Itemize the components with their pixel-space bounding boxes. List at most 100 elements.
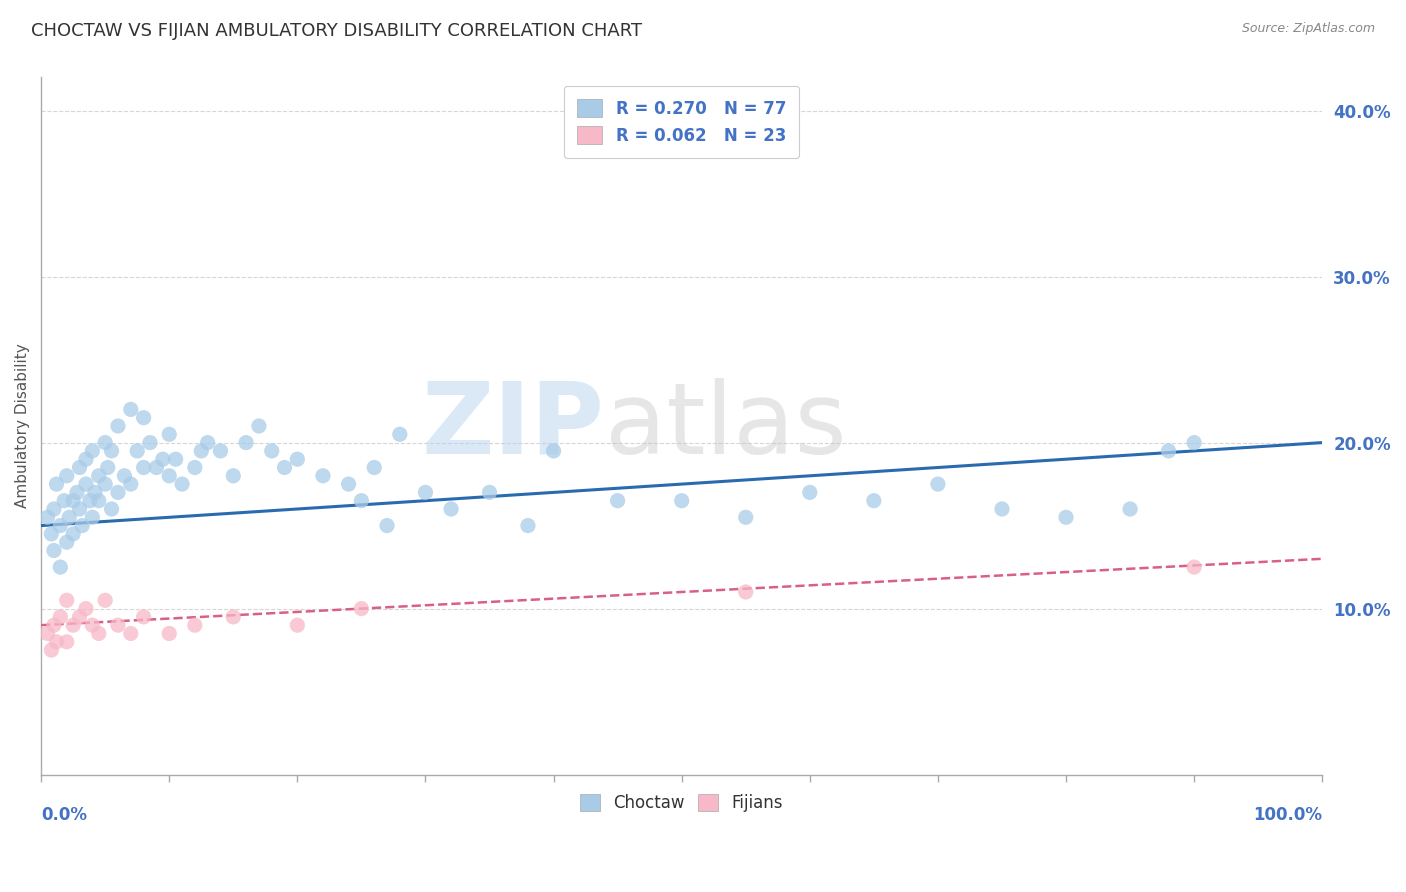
Point [235,435,257,450]
Point [94,435,117,450]
Point [55,468,77,483]
Point [197,435,219,450]
Y-axis label: Ambulatory Disability: Ambulatory Disability [15,343,30,508]
Point [247,419,270,434]
Point [107,485,129,500]
Point [107,618,129,632]
Point [100,443,122,458]
Point [120,477,142,491]
Point [45,477,67,491]
Point [87,493,110,508]
Point [87,626,110,640]
Point [337,477,360,491]
Point [127,443,149,458]
Point [42,618,65,632]
Point [363,460,385,475]
Point [69,460,91,475]
Point [606,493,628,508]
Point [75,601,97,615]
Point [734,585,756,599]
Point [49,518,72,533]
Point [42,543,65,558]
Point [87,468,110,483]
Point [132,410,155,425]
Point [157,468,180,483]
Point [285,452,308,467]
Point [55,593,77,607]
Point [799,485,821,500]
Point [991,502,1014,516]
Point [42,502,65,516]
Point [1119,502,1142,516]
Point [312,468,335,483]
Point [350,601,373,615]
Point [415,485,437,500]
Point [440,502,463,516]
Point [273,460,295,475]
Point [55,535,77,549]
Text: CHOCTAW VS FIJIAN AMBULATORY DISABILITY CORRELATION CHART: CHOCTAW VS FIJIAN AMBULATORY DISABILITY … [31,22,643,40]
Point [222,610,245,624]
Point [75,452,97,467]
Point [75,477,97,491]
Point [66,485,89,500]
Point [41,643,63,657]
Point [62,527,84,541]
Point [55,634,77,648]
Point [375,518,398,533]
Point [165,452,187,467]
Point [120,402,142,417]
Point [132,610,155,624]
Point [209,443,232,458]
Point [222,468,245,483]
Point [82,618,104,632]
Point [157,626,180,640]
Point [94,477,117,491]
Point [170,477,193,491]
Point [69,502,91,516]
Point [927,477,949,491]
Point [97,460,120,475]
Point [120,626,142,640]
Point [45,634,67,648]
Text: atlas: atlas [605,377,846,475]
Text: 100.0%: 100.0% [1253,806,1322,824]
Point [132,460,155,475]
Point [285,618,308,632]
Point [49,610,72,624]
Point [1054,510,1077,524]
Point [69,610,91,624]
Text: 0.0%: 0.0% [41,806,87,824]
Point [388,427,411,442]
Point [82,443,104,458]
Point [58,510,80,524]
Point [543,443,565,458]
Point [37,626,59,640]
Point [863,493,886,508]
Point [190,443,212,458]
Point [1182,435,1205,450]
Point [49,560,72,574]
Point [184,460,207,475]
Point [1182,560,1205,574]
Point [145,460,167,475]
Point [62,618,84,632]
Point [107,419,129,434]
Legend: Choctaw, Fijians: Choctaw, Fijians [574,787,790,819]
Point [112,468,135,483]
Text: ZIP: ZIP [422,377,605,475]
Point [260,443,283,458]
Point [478,485,501,500]
Point [734,510,756,524]
Point [184,618,207,632]
Point [350,493,373,508]
Point [79,493,101,508]
Point [516,518,538,533]
Point [100,502,122,516]
Point [139,435,162,450]
Point [152,452,174,467]
Point [53,493,76,508]
Point [82,510,104,524]
Point [41,527,63,541]
Point [84,485,107,500]
